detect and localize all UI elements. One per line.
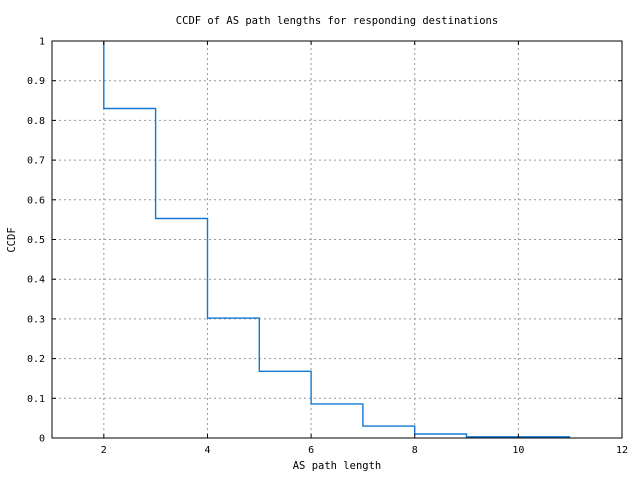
ccdf-step-line xyxy=(103,41,571,438)
x-tick-label: 12 xyxy=(616,445,628,456)
plot-border xyxy=(51,40,623,439)
y-tick-label: 0.1 xyxy=(27,394,45,405)
x-tick-label: 2 xyxy=(101,445,107,456)
x-tick-label: 8 xyxy=(412,445,418,456)
chart-title: CCDF of AS path lengths for responding d… xyxy=(175,15,499,27)
y-tick-label: 0.9 xyxy=(27,76,45,87)
y-tick-label: 0 xyxy=(39,434,45,445)
y-tick-label: 0.6 xyxy=(27,195,45,206)
y-tick-label: 0.2 xyxy=(27,354,45,365)
y-tick-label: 0.8 xyxy=(27,116,45,127)
y-tick-label: 0.3 xyxy=(27,314,45,325)
x-tick-label: 10 xyxy=(512,445,524,456)
x-tick-label: 6 xyxy=(308,445,314,456)
y-tick-label: 0.7 xyxy=(27,156,45,167)
x-tick-label: 4 xyxy=(204,445,210,456)
y-axis-title: CCDF xyxy=(6,227,18,253)
y-tick-label: 0.5 xyxy=(27,235,45,246)
y-tick-label: 0.4 xyxy=(27,275,45,286)
y-tick-label: 1 xyxy=(39,37,45,48)
x-axis-title: AS path length xyxy=(292,460,382,472)
